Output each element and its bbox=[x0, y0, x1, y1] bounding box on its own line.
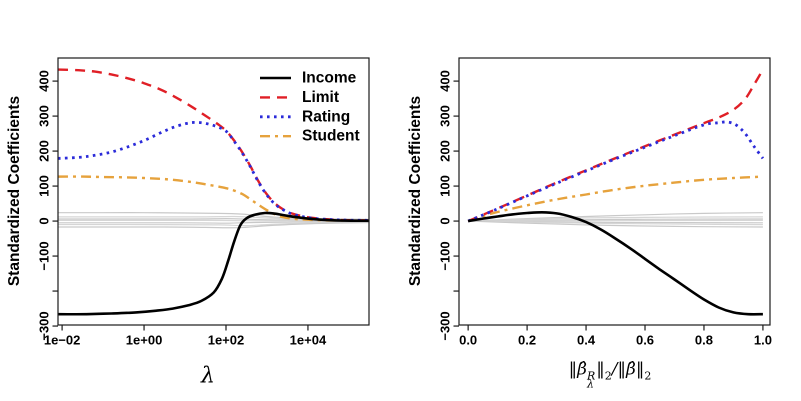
series-student bbox=[467, 175, 763, 223]
series-other1 bbox=[468, 212, 763, 222]
x-tick-label: 1.0 bbox=[753, 332, 772, 348]
y-tick-label: 200 bbox=[437, 140, 453, 162]
plot-box-left bbox=[57, 57, 370, 326]
series-other7 bbox=[58, 221, 369, 229]
legend-label-income: Income bbox=[302, 70, 357, 87]
series-income bbox=[58, 211, 369, 316]
y-tick-label: −300 bbox=[437, 311, 453, 341]
y-tick-label: 100 bbox=[36, 175, 52, 197]
y-tick-label: −100 bbox=[437, 241, 453, 271]
y-tick-label: 100 bbox=[437, 175, 453, 197]
series-other5 bbox=[58, 221, 369, 224]
series-student bbox=[58, 175, 369, 222]
norm-ratio-part1: ‖β̂ bbox=[568, 359, 587, 380]
x-tick-label: 0.4 bbox=[577, 332, 596, 348]
y-tick-label: 300 bbox=[437, 105, 453, 127]
series-other2 bbox=[468, 216, 763, 222]
y-tick-label: −300 bbox=[36, 311, 52, 341]
series-other4 bbox=[468, 219, 763, 222]
x-tick-label: 0.8 bbox=[694, 332, 713, 348]
plot-box-right bbox=[458, 57, 771, 326]
legend-label-student: Student bbox=[302, 128, 360, 145]
norm-ratio-two2: 2 bbox=[644, 369, 652, 383]
series-other6 bbox=[468, 220, 763, 226]
norm-ratio-slash: / bbox=[611, 359, 618, 380]
y-tick-label: 0 bbox=[437, 217, 453, 225]
series-rating bbox=[467, 120, 765, 223]
x-tick-label: 0.0 bbox=[459, 332, 478, 348]
y-tick-label: 400 bbox=[36, 70, 52, 92]
x-tick-label: 1e+02 bbox=[207, 332, 245, 348]
norm-ratio-sup: R bbox=[586, 369, 596, 383]
series-limit bbox=[467, 68, 764, 223]
legend-label-rating: Rating bbox=[302, 108, 350, 125]
series-limit bbox=[58, 68, 369, 222]
norm-ratio-part4: ‖β̂‖ bbox=[617, 359, 645, 380]
x-tick-label: 1e+00 bbox=[125, 332, 163, 348]
x-tick-label: 1e−02 bbox=[43, 332, 81, 348]
x-axis-title-lambda: λ bbox=[201, 363, 215, 389]
y-tick-label: 400 bbox=[437, 70, 453, 92]
series-other6 bbox=[58, 221, 369, 227]
norm-ratio-bar2: ‖ bbox=[596, 359, 605, 380]
y-tick-label: 0 bbox=[36, 217, 52, 225]
y-tick-label: 200 bbox=[36, 140, 52, 162]
x-tick-label: 1e+04 bbox=[289, 332, 327, 348]
y-axis-title-left: Standardized Coefficients bbox=[6, 95, 23, 287]
norm-ratio-two1: 2 bbox=[604, 369, 612, 383]
legend-label-limit: Limit bbox=[302, 89, 339, 106]
norm-ratio-sub: λ bbox=[586, 377, 594, 391]
x-tick-label: 0.6 bbox=[635, 332, 655, 348]
series-income bbox=[467, 210, 763, 316]
series-other7 bbox=[468, 220, 763, 228]
y-tick-label: −100 bbox=[36, 241, 52, 271]
x-tick-label: 0.2 bbox=[518, 332, 537, 348]
y-tick-label: 300 bbox=[36, 105, 52, 127]
y-axis-title-right: Standardized Coefficients bbox=[407, 95, 424, 287]
